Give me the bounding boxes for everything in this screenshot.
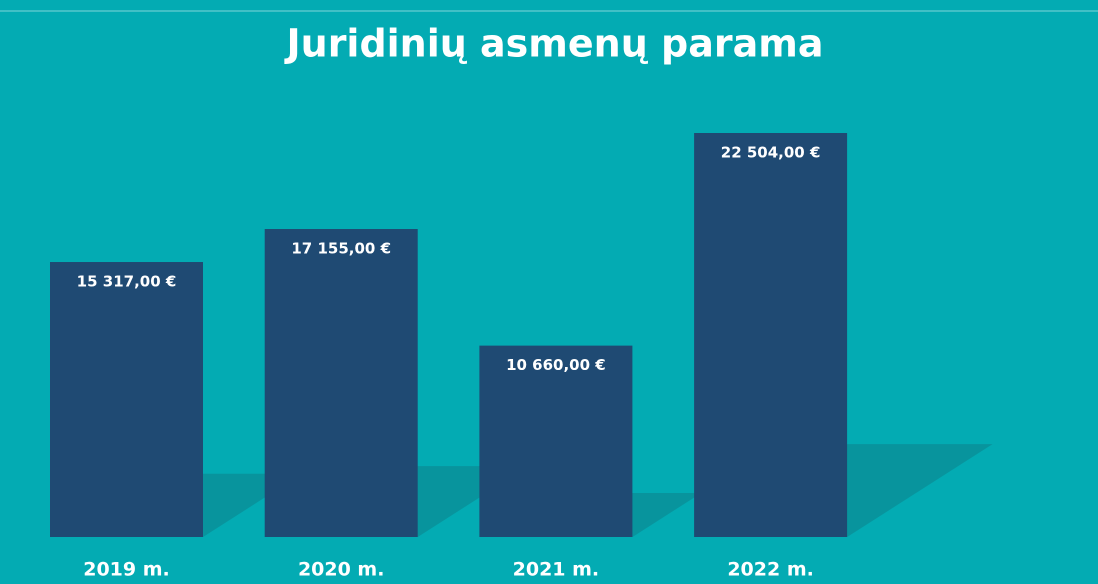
x-tick-label: 2022 m. (727, 559, 814, 581)
chart-title: Juridinių asmenų parama (284, 22, 824, 66)
x-tick-label: 2021 m. (513, 559, 600, 581)
bar (479, 345, 633, 537)
x-tick-label: 2020 m. (298, 559, 385, 581)
value-label: 17 155,00 € (291, 240, 391, 258)
bar (264, 229, 418, 537)
x-tick-label: 2019 m. (83, 559, 170, 581)
bar (694, 133, 848, 537)
bar (50, 262, 203, 537)
value-label: 10 660,00 € (506, 356, 606, 374)
value-label: 22 504,00 € (721, 144, 821, 162)
value-label: 15 317,00 € (77, 273, 177, 291)
